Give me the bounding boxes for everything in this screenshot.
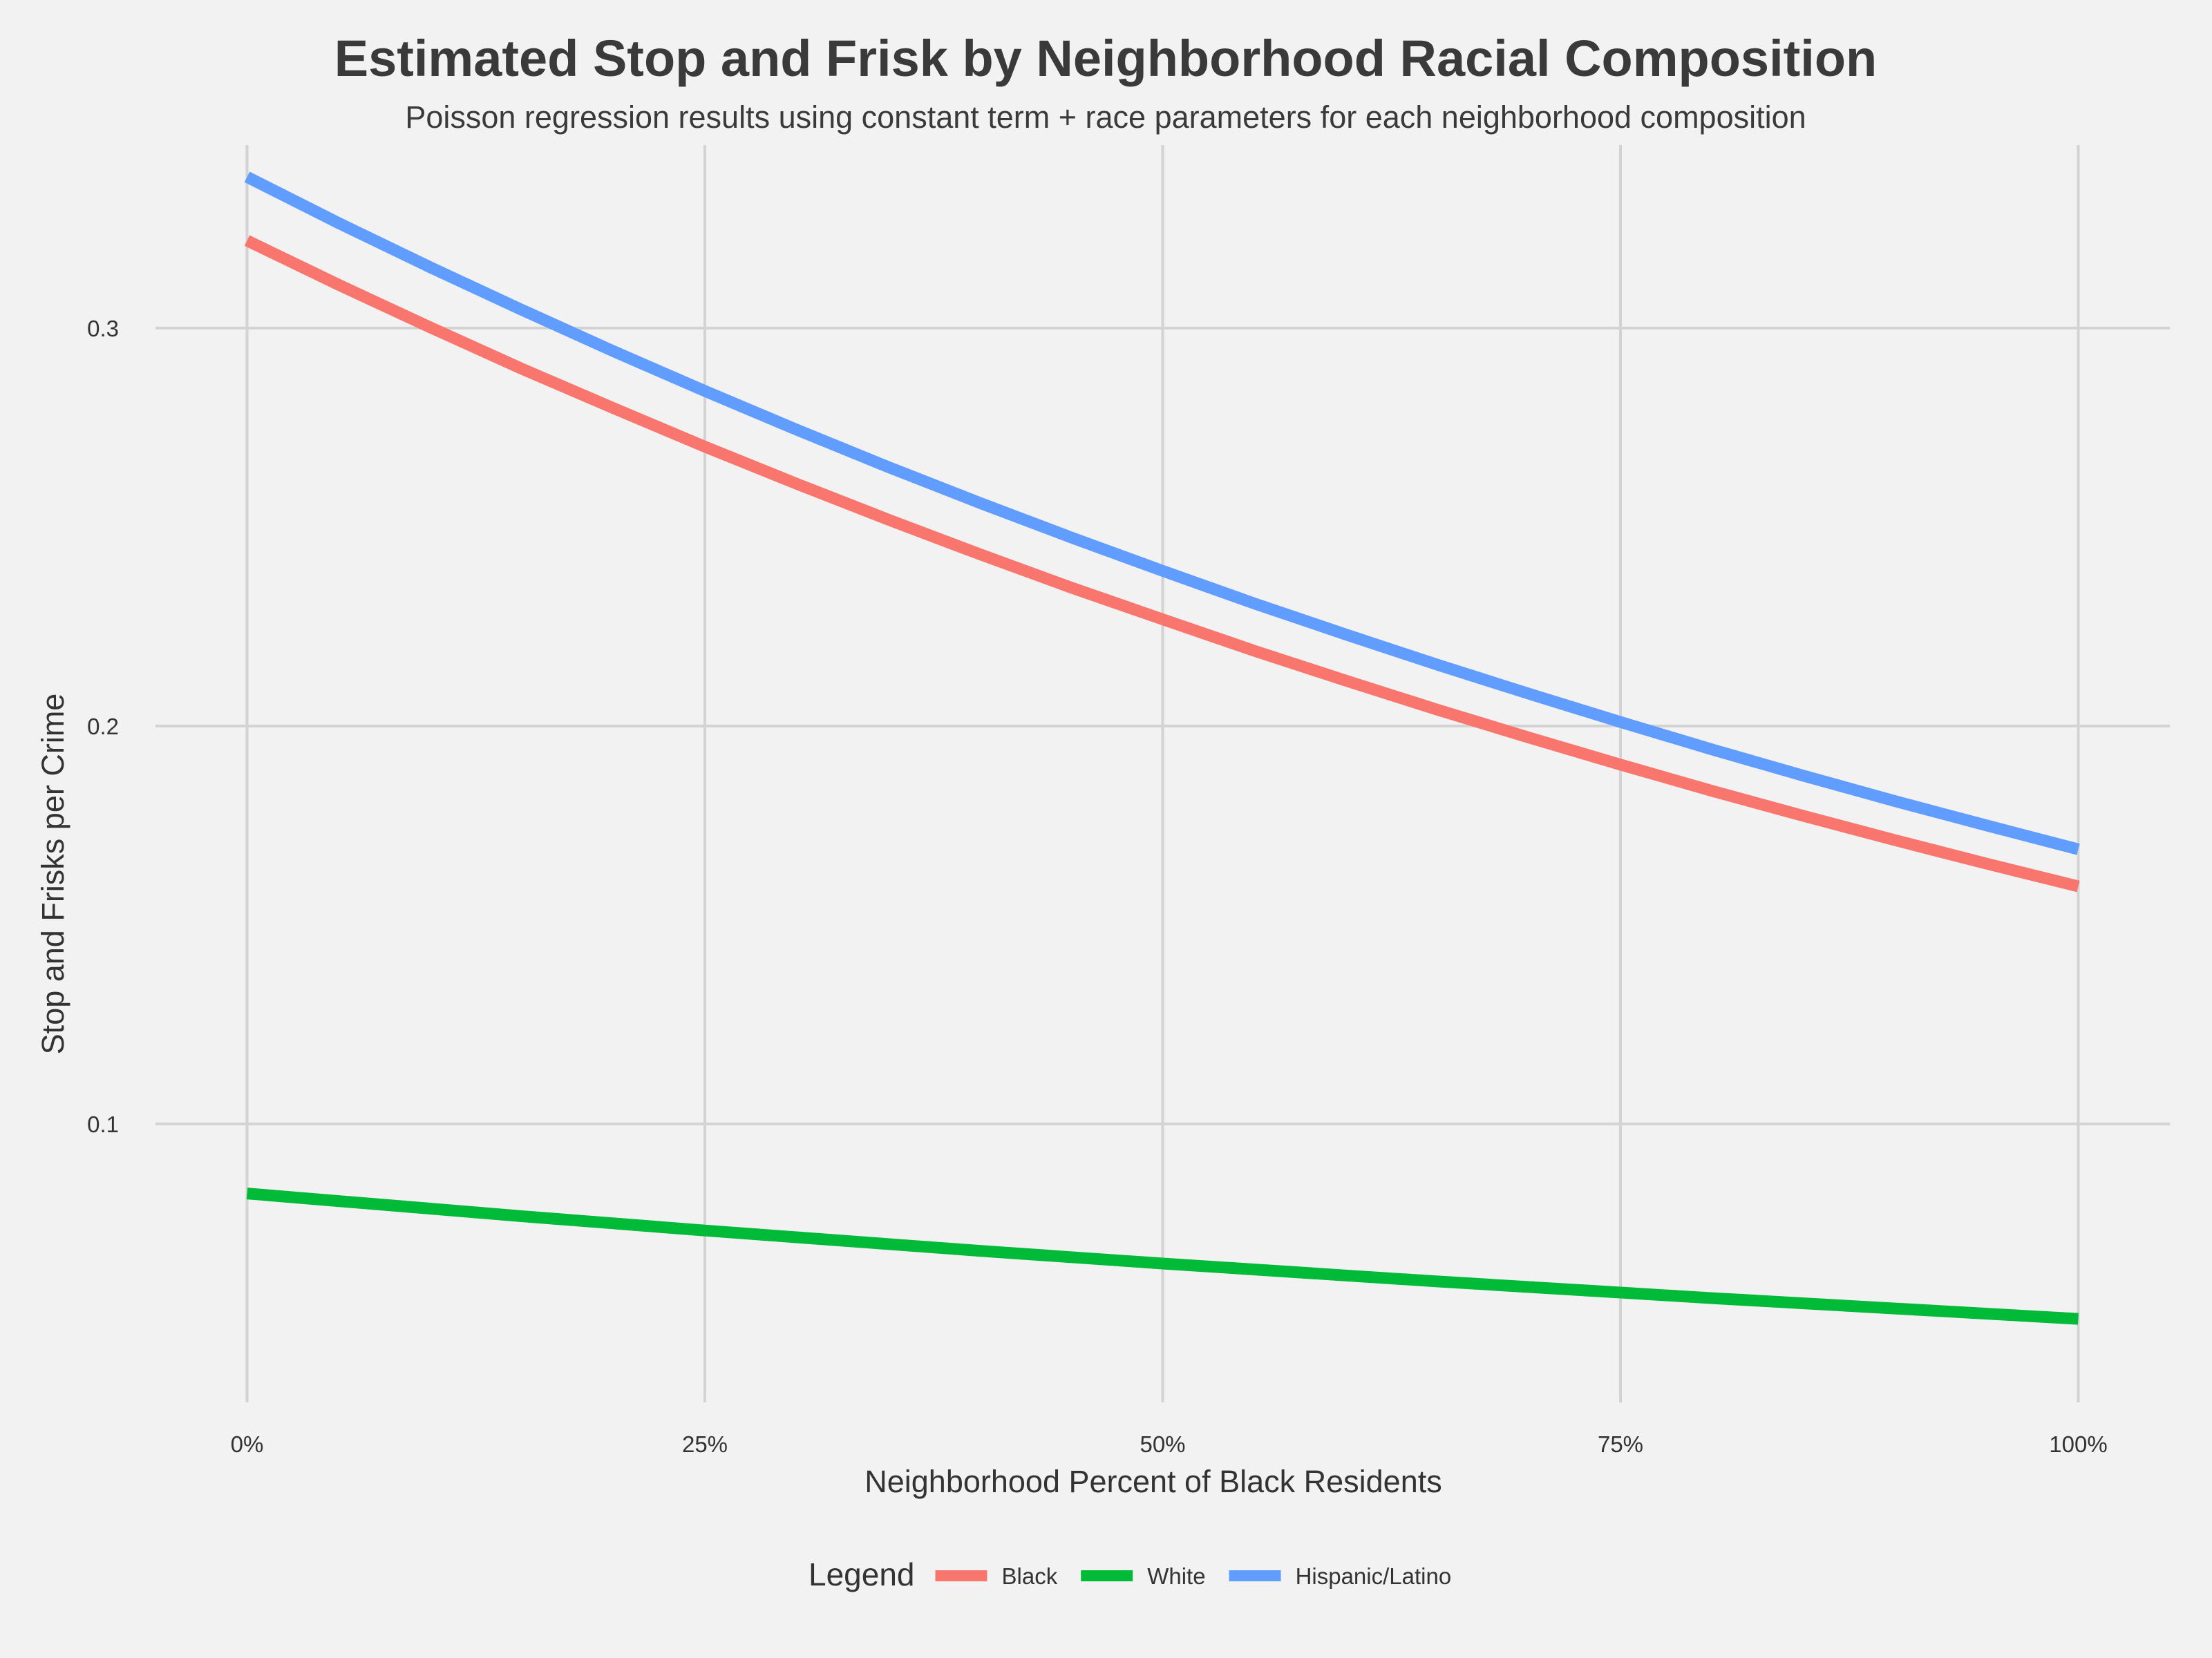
legend-item: White (1081, 1563, 1206, 1589)
y-tick-labels: 0.1 0.2 0.3 (87, 316, 119, 1137)
y-gridlines (155, 326, 2170, 1125)
legend-item: Black (935, 1563, 1058, 1589)
x-tick-labels: 0% 25% 50% 75% 100% (231, 1431, 2108, 1457)
series-line-black (244, 235, 2080, 893)
x-gridlines (245, 145, 2080, 1402)
y-tick-label: 0.2 (87, 714, 119, 739)
legend-item: Hispanic/Latino (1229, 1563, 1452, 1589)
chart-title: Estimated Stop and Frisk by Neighborhood… (334, 30, 1878, 87)
x-axis-label: Neighborhood Percent of Black Residents (864, 1464, 1442, 1499)
chart-subtitle: Poisson regression results using constan… (405, 99, 1806, 135)
y-tick-label: 0.3 (87, 316, 119, 341)
y-tick-label: 0.1 (87, 1112, 119, 1137)
x-tick-label: 0% (231, 1431, 264, 1457)
x-tick-label: 25% (682, 1431, 728, 1457)
x-tick-label: 75% (1598, 1431, 1643, 1457)
legend-title: Legend (809, 1556, 915, 1592)
legend-label: White (1147, 1563, 1205, 1589)
y-axis-label: Stop and Frisks per Crime (35, 694, 70, 1055)
series-lines (244, 171, 2080, 1325)
series-line-white (246, 1188, 2079, 1325)
series-line-hispanic-latino (244, 171, 2080, 855)
legend-label: Hispanic/Latino (1296, 1563, 1452, 1589)
legend-label: Black (1002, 1563, 1058, 1589)
x-tick-label: 100% (2049, 1431, 2107, 1457)
legend: Legend Black White Hispanic/Latino (809, 1556, 1451, 1592)
x-tick-label: 50% (1140, 1431, 1185, 1457)
